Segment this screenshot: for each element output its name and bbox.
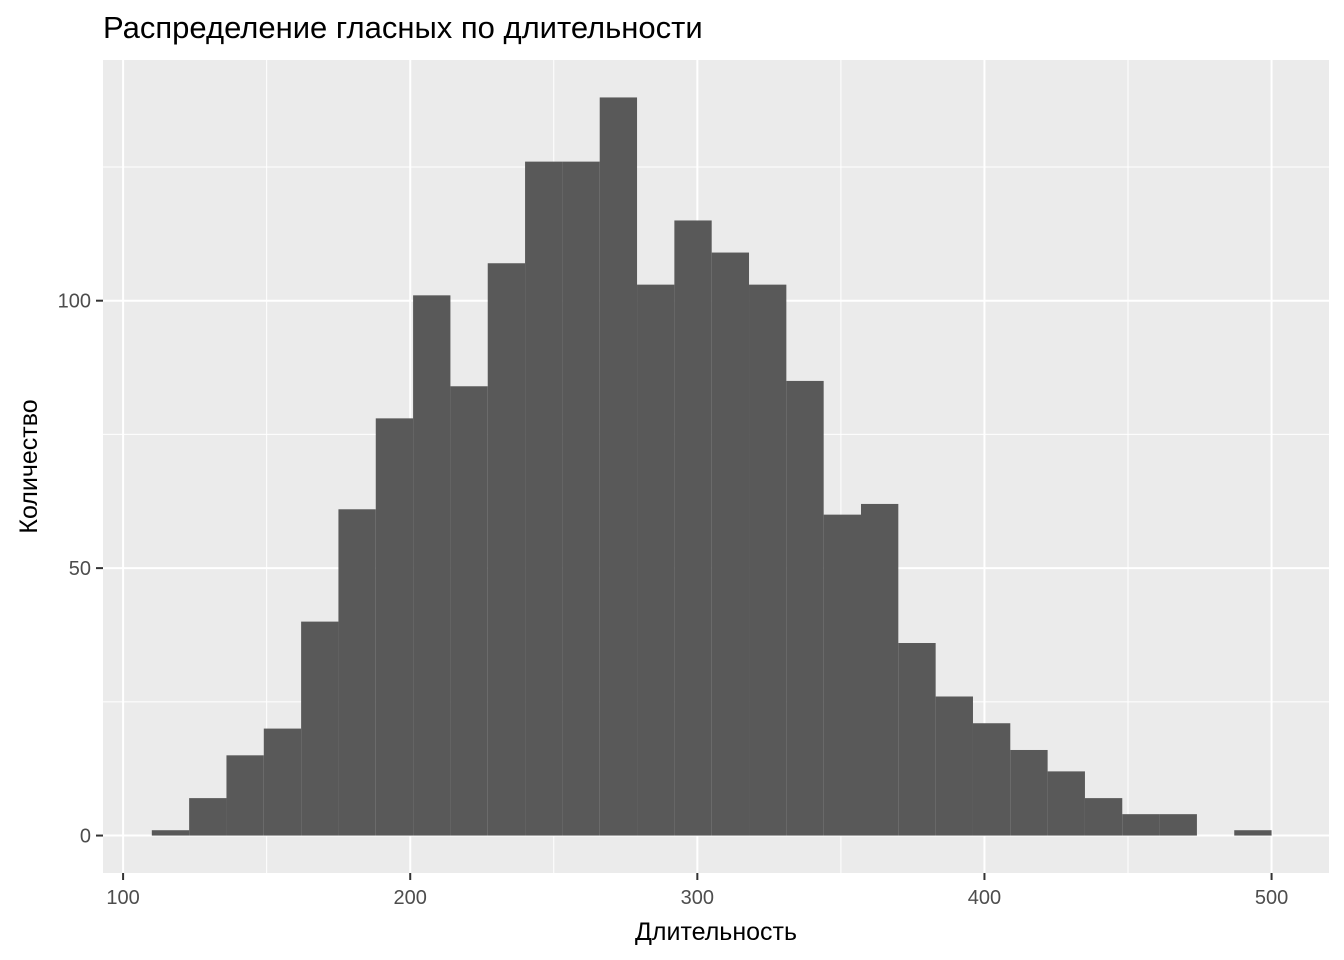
histogram-bar xyxy=(189,798,227,836)
y-tick-label: 50 xyxy=(69,558,91,580)
histogram-bar xyxy=(226,755,264,836)
y-axis-title: Количество xyxy=(15,399,43,533)
chart-title: Распределение гласных по длительности xyxy=(103,10,703,45)
histogram-bar xyxy=(1010,749,1048,836)
y-axis: 0 50 100 xyxy=(58,291,103,848)
histogram-bar xyxy=(786,380,824,836)
x-axis: 100 200 300 400 500 xyxy=(106,873,1288,909)
histogram-bar xyxy=(301,621,339,836)
histogram-bar xyxy=(487,263,526,836)
histogram-bar xyxy=(413,295,451,836)
histogram-bar xyxy=(599,97,638,836)
histogram-bar xyxy=(338,509,376,836)
histogram-bar xyxy=(1122,814,1160,836)
histogram-bar xyxy=(674,220,712,836)
x-tick-label: 200 xyxy=(394,887,427,909)
x-tick-label: 100 xyxy=(106,887,139,909)
x-tick-label: 500 xyxy=(1255,887,1288,909)
histogram-bar xyxy=(1159,814,1197,836)
histogram-bar xyxy=(1084,798,1123,836)
histogram-bar xyxy=(749,284,787,836)
histogram-bar xyxy=(562,161,600,836)
histogram-bar xyxy=(450,386,488,836)
histogram-bars xyxy=(151,97,1272,836)
histogram-bar xyxy=(972,723,1011,836)
histogram-bar xyxy=(860,503,899,836)
x-axis-title: Длительность xyxy=(635,918,797,946)
histogram-bar xyxy=(823,514,861,836)
histogram-bar xyxy=(898,643,936,836)
histogram-bar xyxy=(1047,771,1085,836)
histogram-bar xyxy=(151,830,190,836)
histogram-bar xyxy=(263,728,302,836)
histogram-bar xyxy=(935,696,973,836)
histogram-bar xyxy=(1234,830,1272,836)
x-tick-label: 300 xyxy=(681,887,714,909)
y-tick-label: 100 xyxy=(58,291,91,313)
y-tick-label: 0 xyxy=(80,826,91,848)
histogram-bar xyxy=(525,161,563,836)
x-tick-label: 400 xyxy=(968,887,1001,909)
histogram-bar xyxy=(375,418,414,836)
histogram-bar xyxy=(637,284,675,836)
histogram-bar xyxy=(711,252,750,836)
